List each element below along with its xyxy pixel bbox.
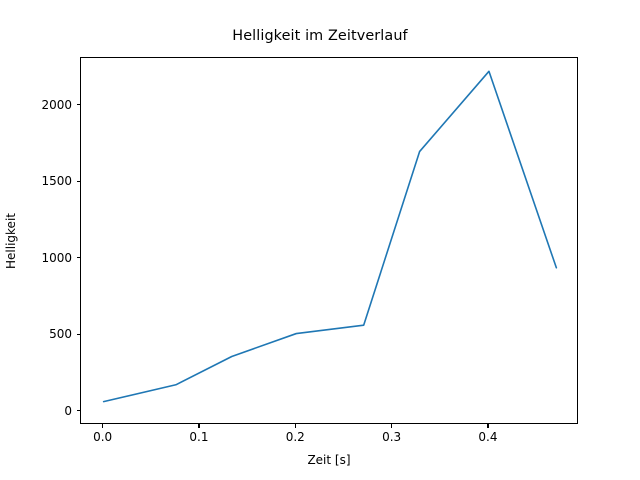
- y-tick-mark: [76, 333, 80, 335]
- plot-axes: [80, 57, 578, 424]
- x-axis-label: Zeit [s]: [307, 453, 351, 467]
- y-tick-mark: [76, 180, 80, 182]
- y-axis-label: Helligkeit: [0, 57, 22, 424]
- data-series-line: [102, 70, 558, 403]
- x-tick-label: 0.4: [478, 430, 498, 444]
- x-tick-mark: [391, 424, 393, 428]
- x-tick-mark: [198, 424, 200, 428]
- plot-canvas: [102, 70, 558, 403]
- y-tick-mark: [76, 257, 80, 259]
- chart-title: Helligkeit im Zeitverlauf: [232, 28, 408, 44]
- y-tick-label: 1500: [41, 174, 72, 189]
- y-axis-label-text: Helligkeit: [4, 212, 18, 269]
- x-tick-label: 0.0: [93, 430, 113, 444]
- y-tick-label: 500: [49, 327, 72, 342]
- y-tick-label: 1000: [41, 250, 72, 265]
- x-tick-mark: [294, 424, 296, 428]
- y-tick-label: 2000: [41, 97, 72, 112]
- y-tick-label: 0: [64, 403, 72, 418]
- x-tick-mark: [487, 424, 489, 428]
- y-tick-mark: [76, 410, 80, 412]
- x-tick-label: 0.3: [382, 430, 402, 444]
- x-tick-label: 0.2: [285, 430, 305, 444]
- x-tick-label: 0.1: [189, 430, 209, 444]
- y-tick-mark: [76, 104, 80, 106]
- x-tick-mark: [102, 424, 104, 428]
